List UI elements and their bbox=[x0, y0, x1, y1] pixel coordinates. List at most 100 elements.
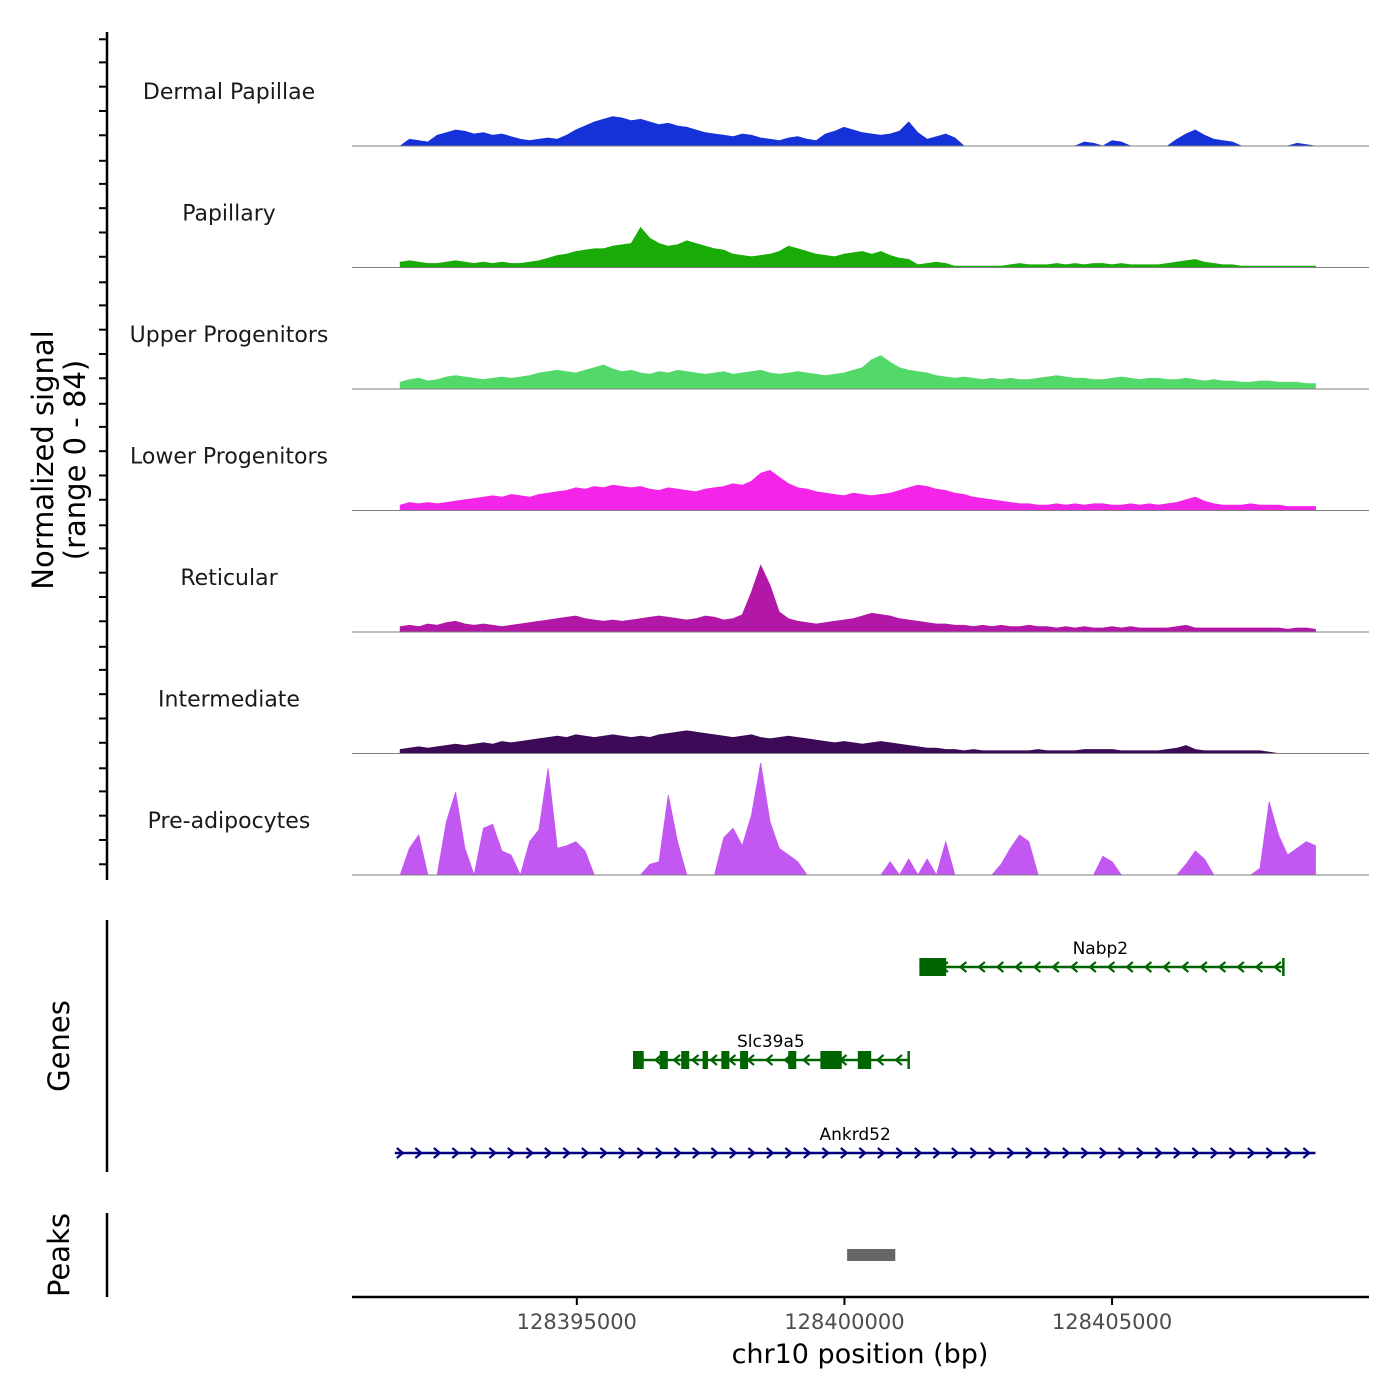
strand-arrow bbox=[803, 1147, 812, 1159]
track-label: Lower Progenitors bbox=[130, 445, 328, 470]
x-tick-label: 128405000 bbox=[1052, 1310, 1172, 1334]
strand-arrow bbox=[1284, 1147, 1293, 1159]
strand-arrow bbox=[1162, 961, 1171, 973]
exon bbox=[740, 1051, 749, 1069]
track-label: Upper Progenitors bbox=[130, 323, 329, 348]
track-reticular: Reticular bbox=[180, 564, 1369, 633]
exon bbox=[857, 1051, 872, 1069]
strand-arrow bbox=[1099, 1147, 1108, 1159]
strand-arrow bbox=[875, 1054, 885, 1066]
track-label: Pre-adipocytes bbox=[148, 809, 311, 834]
strand-arrow bbox=[1154, 1147, 1164, 1159]
strand-arrow bbox=[1143, 961, 1153, 973]
strand-arrow bbox=[672, 1054, 681, 1066]
strand-arrow bbox=[1014, 961, 1023, 973]
strand-arrow bbox=[1106, 961, 1116, 973]
coverage-area bbox=[399, 730, 1316, 754]
x-tick-label: 128395000 bbox=[517, 1310, 637, 1334]
gene-label: Nabp2 bbox=[1073, 939, 1129, 959]
strand-arrow bbox=[821, 1147, 831, 1159]
exon bbox=[681, 1051, 690, 1069]
strand-arrow bbox=[525, 1147, 535, 1159]
strand-arrow bbox=[958, 961, 968, 973]
strand-arrow bbox=[507, 1147, 516, 1159]
strand-arrow bbox=[636, 1147, 646, 1159]
strand-arrow bbox=[1051, 961, 1060, 973]
track-lower-progenitors: Lower Progenitors bbox=[130, 445, 1369, 511]
coverage-area bbox=[399, 116, 1316, 147]
track-label: Intermediate bbox=[158, 688, 300, 713]
peak-regions bbox=[847, 1249, 896, 1261]
exon bbox=[721, 1051, 730, 1069]
strand-arrow bbox=[581, 1147, 590, 1159]
strand-arrow bbox=[766, 1147, 775, 1159]
coverage-area bbox=[399, 564, 1316, 633]
strand-arrow bbox=[1125, 961, 1134, 973]
strand-arrow bbox=[1006, 1147, 1016, 1159]
track-label: Papillary bbox=[182, 202, 276, 227]
exon bbox=[788, 1051, 797, 1069]
exon bbox=[702, 1051, 708, 1069]
strand-arrow bbox=[451, 1147, 461, 1159]
strand-arrow bbox=[1136, 1147, 1145, 1159]
strand-arrow bbox=[1180, 961, 1190, 973]
strand-arrow bbox=[690, 1054, 700, 1066]
strand-arrow bbox=[877, 1147, 886, 1159]
coverage-area bbox=[399, 470, 1316, 511]
strand-arrow bbox=[1302, 1147, 1312, 1159]
strand-arrow bbox=[747, 1147, 757, 1159]
y-axis-range-label: (range 0 - 84) bbox=[58, 360, 92, 560]
strand-arrow bbox=[470, 1147, 479, 1159]
strand-arrow bbox=[1117, 1147, 1127, 1159]
track-label: Reticular bbox=[180, 566, 278, 591]
strand-arrow bbox=[1080, 1147, 1090, 1159]
strand-arrow bbox=[932, 1147, 942, 1159]
x-axis-ticks: 128395000 128400000 128405000 bbox=[517, 1297, 1172, 1334]
strand-arrow bbox=[1032, 961, 1042, 973]
gene-nabp2: Nabp2 bbox=[919, 939, 1285, 976]
strand-arrow bbox=[1273, 961, 1282, 973]
strand-arrow bbox=[1254, 961, 1264, 973]
gene-slc39a5: Slc39a5 bbox=[633, 1032, 910, 1069]
gene-label: Slc39a5 bbox=[737, 1032, 805, 1052]
strand-arrow bbox=[599, 1147, 609, 1159]
strand-arrow bbox=[1265, 1147, 1275, 1159]
track-label: Dermal Papillae bbox=[143, 80, 315, 105]
strand-arrow bbox=[840, 1147, 849, 1159]
strand-arrow bbox=[801, 1054, 811, 1066]
strand-arrow bbox=[653, 1054, 663, 1066]
y-axis-title: Normalized signal bbox=[26, 330, 60, 589]
strand-arrow bbox=[709, 1054, 718, 1066]
strand-arrow bbox=[951, 1147, 960, 1159]
exon bbox=[659, 1051, 668, 1069]
strand-arrow bbox=[673, 1147, 683, 1159]
track-pre-adipocytes: Pre-adipocytes bbox=[148, 762, 1369, 877]
strand-arrow bbox=[995, 961, 1005, 973]
strand-arrow bbox=[544, 1147, 553, 1159]
strand-arrow bbox=[655, 1147, 664, 1159]
gene-ankrd52: Ankrd52 bbox=[394, 1125, 1316, 1159]
exon bbox=[919, 958, 947, 976]
strand-arrow bbox=[1043, 1147, 1053, 1159]
strand-arrow bbox=[1199, 961, 1208, 973]
strand-arrow bbox=[1247, 1147, 1256, 1159]
peak-region bbox=[847, 1249, 896, 1261]
strand-arrow bbox=[1191, 1147, 1201, 1159]
strand-arrow bbox=[396, 1147, 405, 1159]
strand-arrow bbox=[914, 1147, 923, 1159]
strand-arrow bbox=[784, 1147, 794, 1159]
strand-arrow bbox=[618, 1147, 627, 1159]
strand-arrow bbox=[1217, 961, 1227, 973]
genes-panel-title: Genes bbox=[42, 1000, 76, 1092]
coverage-area bbox=[399, 355, 1316, 390]
gene-label: Ankrd52 bbox=[819, 1125, 890, 1145]
strand-arrow bbox=[1088, 961, 1097, 973]
strand-arrow bbox=[488, 1147, 498, 1159]
track-papillary: Papillary bbox=[182, 202, 1369, 268]
strand-arrow bbox=[764, 1054, 774, 1066]
strand-arrow bbox=[1210, 1147, 1219, 1159]
strand-arrow bbox=[433, 1147, 442, 1159]
peaks-panel-title: Peaks bbox=[42, 1213, 76, 1297]
strand-arrow bbox=[895, 1147, 905, 1159]
